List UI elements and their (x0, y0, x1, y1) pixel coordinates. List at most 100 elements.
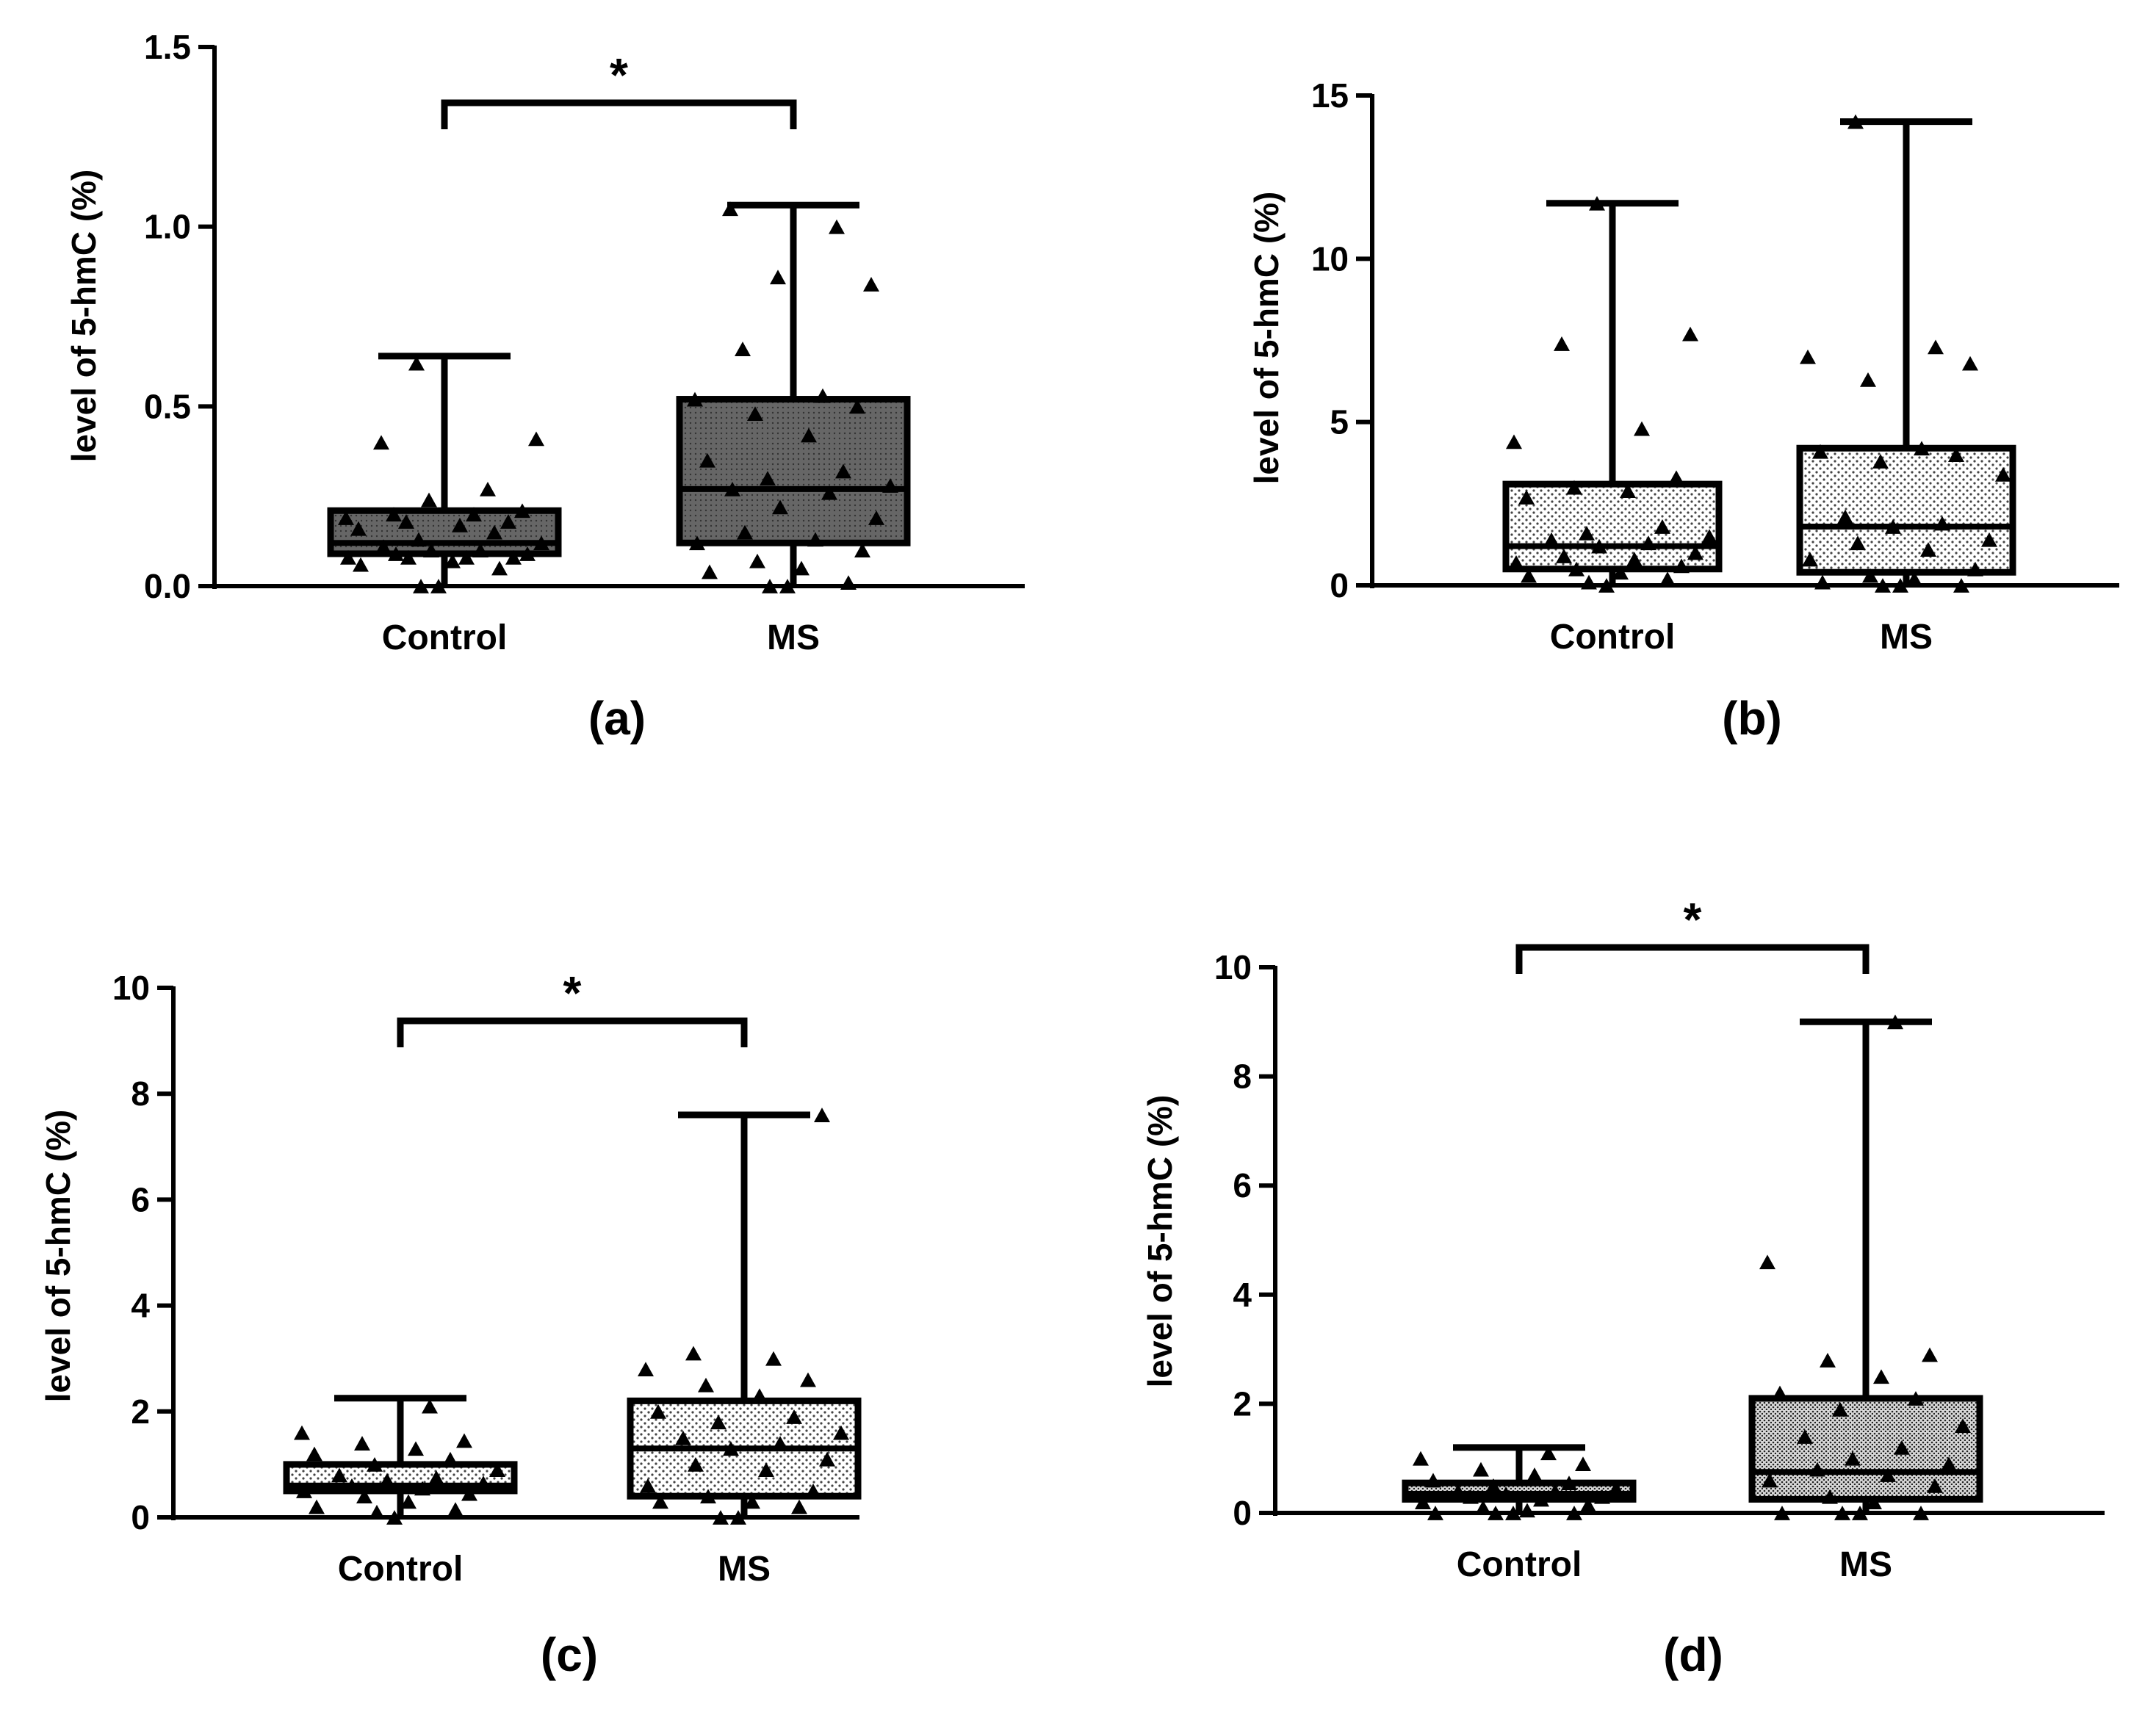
data-point (373, 435, 389, 450)
data-point (1518, 490, 1535, 505)
data-point (1556, 549, 1572, 563)
y-tick-label: 15 (1311, 76, 1349, 115)
data-point (702, 564, 718, 579)
data-point (815, 388, 831, 403)
data-point (353, 557, 369, 572)
data-point (868, 510, 884, 525)
data-point (1543, 532, 1560, 547)
data-point (422, 1398, 438, 1414)
data-point (1682, 326, 1698, 342)
y-tick-label: 2 (1233, 1384, 1252, 1423)
data-point (1953, 578, 1969, 593)
data-point (386, 1510, 403, 1525)
y-tick-label: 10 (1311, 239, 1349, 278)
data-point (400, 1494, 417, 1509)
data-point (779, 579, 796, 593)
chart-panel-a: 0.0 0.5 1.0 1.5 level of 5-hmC (%) Control MS *… (65, 28, 1025, 745)
data-point (1505, 1506, 1521, 1520)
data-point (519, 546, 536, 561)
y-tick-label: 0.0 (144, 567, 191, 605)
data-point (1914, 441, 1930, 456)
data-point (514, 503, 530, 519)
data-point (638, 1362, 654, 1377)
data-point (1506, 434, 1522, 449)
data-point (1797, 1429, 1813, 1444)
data-point (749, 553, 765, 568)
data-point (489, 1462, 505, 1478)
data-point (1498, 1487, 1514, 1501)
y-axis-label: level of 5-hmC (%) (1141, 1095, 1179, 1388)
y-tick-label: 1.0 (144, 208, 191, 246)
data-point (1934, 516, 1950, 531)
data-point (456, 1433, 472, 1448)
data-point (882, 478, 898, 493)
data-point (296, 1484, 312, 1498)
data-point (428, 1470, 444, 1485)
data-point (354, 1436, 370, 1451)
data-point (1668, 470, 1684, 485)
data-point (1852, 1506, 1868, 1520)
data-point (1581, 574, 1597, 590)
panel-label: (c) (541, 1628, 598, 1681)
data-point (1589, 195, 1605, 211)
data-point (1772, 1385, 1788, 1401)
data-point (1608, 1481, 1624, 1496)
data-point (369, 1504, 385, 1520)
panel-label: (b) (1722, 692, 1782, 745)
y-tick-label: 6 (1233, 1166, 1252, 1204)
data-point (723, 1441, 739, 1456)
data-point (1759, 1254, 1775, 1270)
data-point (1687, 545, 1703, 560)
significance-star: * (563, 967, 582, 1019)
data-point (1880, 1467, 1896, 1482)
data-point (1894, 1440, 1910, 1455)
data-point (1920, 542, 1936, 557)
data-point (1540, 1445, 1557, 1461)
data-point (800, 1372, 816, 1387)
chart-panel-b: 0 5 10 15 level of 5-hmC (%) Control MS (b) (1247, 76, 2119, 745)
data-point (1850, 535, 1866, 551)
data-point (294, 1425, 310, 1440)
data-point (814, 1108, 830, 1122)
data-point (1612, 565, 1629, 580)
data-point (1866, 1495, 1882, 1510)
data-point (1488, 1506, 1504, 1520)
data-point (1908, 1391, 1924, 1406)
data-point (1774, 1506, 1790, 1520)
data-point (1485, 1478, 1501, 1493)
data-point (375, 539, 392, 555)
data-point (500, 514, 516, 529)
data-point (1566, 1506, 1582, 1520)
data-point (1580, 1497, 1596, 1512)
data-point (1872, 454, 1889, 469)
data-point (344, 1478, 360, 1493)
data-point (340, 549, 356, 565)
data-point (1834, 1506, 1850, 1520)
x-category-label: MS (767, 618, 820, 657)
data-point (710, 1415, 727, 1430)
box-ms (1748, 1395, 1983, 1503)
data-point (1568, 561, 1584, 577)
y-axis-label: level of 5-hmC (%) (65, 170, 103, 463)
data-point (1554, 336, 1570, 351)
data-point (505, 549, 522, 565)
data-point (1887, 1014, 1903, 1030)
significance-star: * (610, 48, 628, 101)
data-point (801, 427, 817, 443)
data-point (863, 277, 879, 292)
data-point (1837, 509, 1853, 524)
data-point (1875, 578, 1891, 593)
data-point (747, 406, 763, 422)
data-point (770, 270, 786, 285)
y-tick-label: 0.5 (144, 387, 191, 425)
data-point (1955, 1418, 1971, 1434)
data-point (821, 485, 837, 500)
data-point (1762, 1473, 1778, 1488)
x-category-label: Control (338, 1550, 464, 1589)
data-point (408, 1441, 424, 1456)
data-point (442, 1451, 458, 1467)
data-point (400, 549, 417, 565)
y-tick-label: 4 (131, 1287, 150, 1325)
data-point (1906, 571, 1922, 587)
